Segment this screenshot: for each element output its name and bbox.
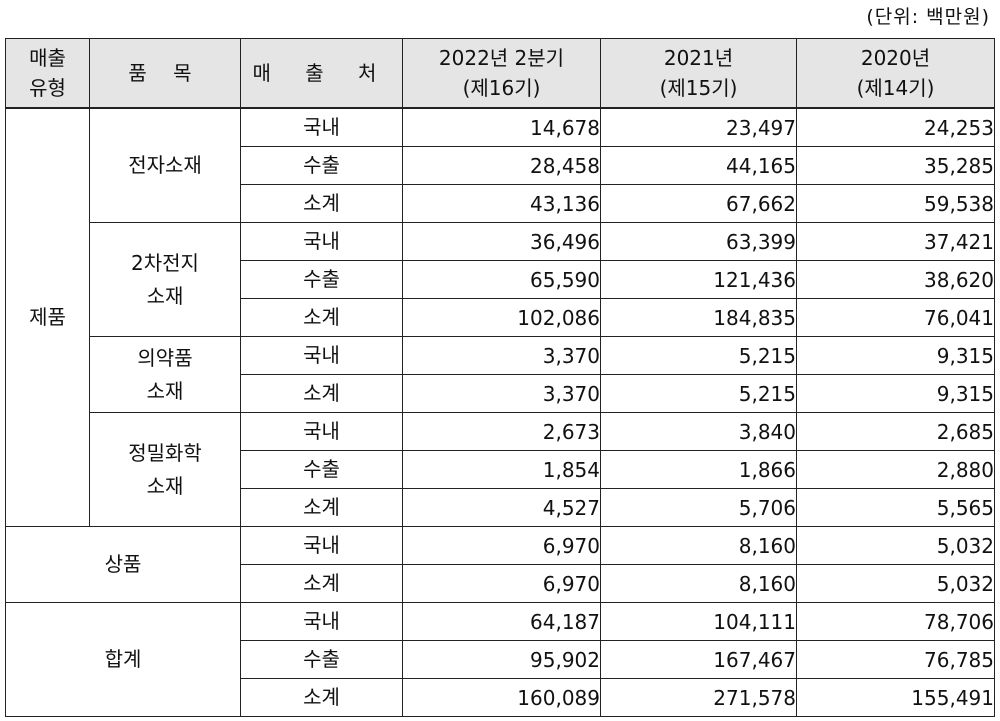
header-row: 매출 유형 품 목 매 출 처 2022년 2분기 (제16기) 2021년 (제15… [5,38,995,109]
table-row: 수출 95,902 167,467 76,785 [6,640,995,679]
value-2020: 24,253 [796,107,995,147]
group-merchandise: 상품 [5,526,241,603]
table-row: 수출 65,590 121,436 38,620 [6,260,995,299]
value-2022: 6,970 [402,564,601,603]
value-2020: 2,880 [796,450,995,489]
value-2022: 102,086 [402,298,601,337]
value-2022: 4,527 [402,488,601,527]
value-2021: 67,662 [600,184,797,223]
value-2020: 9,315 [796,336,995,375]
dest-cell: 소계 [240,488,403,527]
value-2020: 2,685 [796,412,995,451]
table-row: 소계 4,527 5,706 5,565 [6,488,995,527]
table-row: 2차전지 소재 국내 36,496 63,399 37,421 [6,222,995,337]
value-2020: 38,620 [796,260,995,299]
table-row: 상품 국내 6,970 8,160 5,032 [5,526,995,603]
value-2020: 37,421 [796,222,995,261]
value-2020: 5,032 [796,564,995,603]
unit-note: (단위: 백만원) [866,6,990,28]
value-2022: 64,187 [402,602,601,641]
dest-cell: 수출 [240,260,403,299]
value-2022: 1,854 [402,450,601,489]
table-row: 정밀화학 소재 국내 2,673 3,840 2,685 [6,412,995,527]
value-2021: 8,160 [600,526,797,565]
dest-cell: 소계 [240,184,403,223]
dest-cell: 소계 [240,374,403,413]
header-2021: 2021년 (제15기) [600,38,797,109]
value-2021: 5,706 [600,488,797,527]
sales-table: 매출 유형 품 목 매 출 처 2022년 2분기 (제16기) 2021년 (제15… [5,38,995,717]
dest-cell: 수출 [240,450,403,489]
value-2022: 43,136 [402,184,601,223]
dest-cell: 수출 [240,640,403,679]
item-electronic: 전자소재 [89,107,241,223]
value-2020: 9,315 [796,374,995,413]
value-2020: 35,285 [796,146,995,185]
value-2020: 59,538 [796,184,995,223]
value-2021: 121,436 [600,260,797,299]
value-2021: 5,215 [600,374,797,413]
dest-cell: 수출 [240,146,403,185]
value-2021: 5,215 [600,336,797,375]
value-2021: 23,497 [600,107,797,147]
value-2022: 36,496 [402,222,601,261]
table-row: 소계 3,370 5,215 9,315 [6,374,995,413]
header-2020: 2020년 (제14기) [796,38,995,109]
dest-cell: 소계 [240,298,403,337]
table-row: 제품 전자소재 국내 14,678 23,497 24,253 [5,107,995,527]
value-2021: 8,160 [600,564,797,603]
value-2020: 76,041 [796,298,995,337]
header-2022: 2022년 2분기 (제16기) [402,38,601,109]
value-2022: 3,370 [402,336,601,375]
value-2020: 155,491 [796,678,995,717]
group-product: 제품 [5,107,90,527]
value-2020: 5,032 [796,526,995,565]
dest-cell: 소계 [240,678,403,717]
group-total: 합계 [5,602,241,717]
dest-cell: 국내 [240,412,403,451]
value-2020: 5,565 [796,488,995,527]
value-2022: 14,678 [402,107,601,147]
dest-cell: 국내 [240,526,403,565]
value-2021: 44,165 [600,146,797,185]
value-2021: 184,835 [600,298,797,337]
value-2020: 76,785 [796,640,995,679]
value-2021: 3,840 [600,412,797,451]
value-2022: 2,673 [402,412,601,451]
header-sales-type: 매출 유형 [5,38,90,109]
table-row: 합계 국내 64,187 104,111 78,706 [5,602,995,717]
table-row: 수출 1,854 1,866 2,880 [6,450,995,489]
dest-cell: 국내 [240,336,403,375]
table-row: 소계 160,089 271,578 155,491 [6,678,995,717]
value-2022: 3,370 [402,374,601,413]
dest-cell: 국내 [240,107,403,147]
dest-cell: 국내 [240,602,403,641]
value-2022: 65,590 [402,260,601,299]
value-2022: 95,902 [402,640,601,679]
table-row: 의약품 소재 국내 3,370 5,215 9,315 [6,336,995,413]
item-battery: 2차전지 소재 [89,222,241,337]
item-pharma: 의약품 소재 [89,336,241,413]
table-row: 소계 102,086 184,835 76,041 [6,298,995,337]
value-2020: 78,706 [796,602,995,641]
header-item: 품 목 [89,38,241,109]
item-fine-chemical: 정밀화학 소재 [89,412,241,527]
header-destination: 매 출 처 [240,38,403,109]
value-2022: 28,458 [402,146,601,185]
dest-cell: 국내 [240,222,403,261]
value-2021: 167,467 [600,640,797,679]
value-2022: 160,089 [402,678,601,717]
dest-cell: 소계 [240,564,403,603]
value-2021: 104,111 [600,602,797,641]
value-2021: 271,578 [600,678,797,717]
value-2021: 1,866 [600,450,797,489]
value-2022: 6,970 [402,526,601,565]
value-2021: 63,399 [600,222,797,261]
